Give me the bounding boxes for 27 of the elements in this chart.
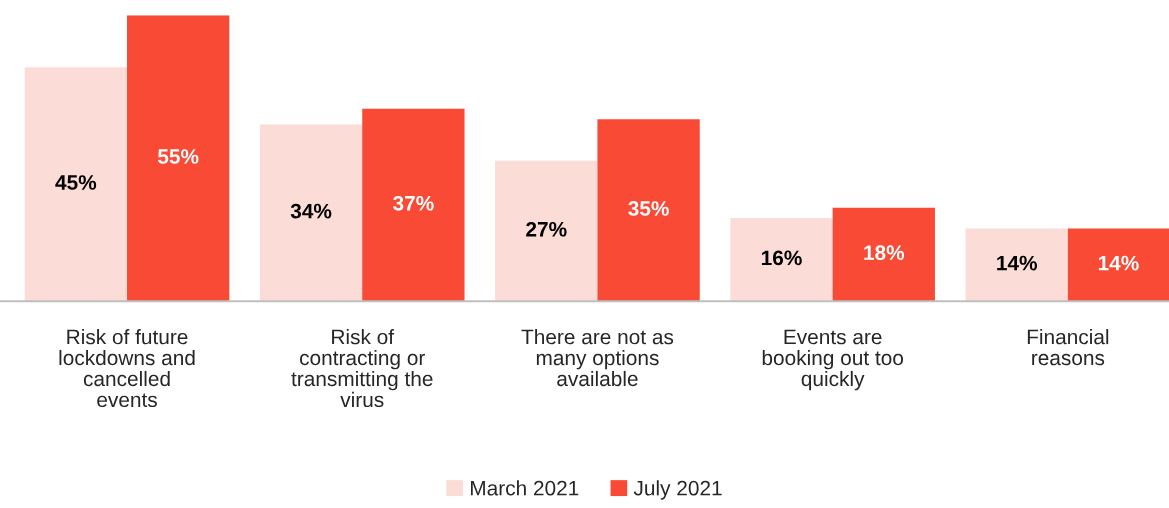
x-tick-label: Risk of contracting or transmitting the virus: [291, 329, 433, 408]
bar: [495, 160, 598, 302]
data-label: 14%: [997, 255, 1037, 271]
bar: [965, 228, 1068, 302]
bar: [259, 124, 363, 302]
data-label: 34%: [290, 203, 332, 219]
x-tick-label: Events are booking out too quickly: [762, 329, 904, 391]
legend-label: March 2021: [470, 480, 579, 496]
bar: [127, 15, 230, 302]
data-label: 45%: [55, 175, 97, 190]
bar: [1067, 228, 1169, 302]
x-tick-label: There are not as many options available: [521, 329, 674, 387]
legend-label: July 2021: [633, 480, 722, 500]
x-tick-label: Risk of future lockdowns and cancelled events: [59, 329, 195, 408]
data-label: 37%: [393, 195, 434, 211]
data-label: 14%: [1098, 255, 1139, 271]
data-label: 55%: [157, 149, 199, 164]
bar: [730, 218, 833, 302]
data-label: 35%: [628, 201, 669, 216]
bar: [24, 67, 128, 302]
bar: [597, 119, 700, 302]
data-label: 18%: [864, 245, 905, 261]
x-tick-label: Financial reasons: [1027, 329, 1109, 366]
data-label: 27%: [526, 221, 567, 237]
bar: [832, 207, 935, 302]
bar: [362, 108, 465, 302]
data-label: 16%: [761, 250, 802, 266]
